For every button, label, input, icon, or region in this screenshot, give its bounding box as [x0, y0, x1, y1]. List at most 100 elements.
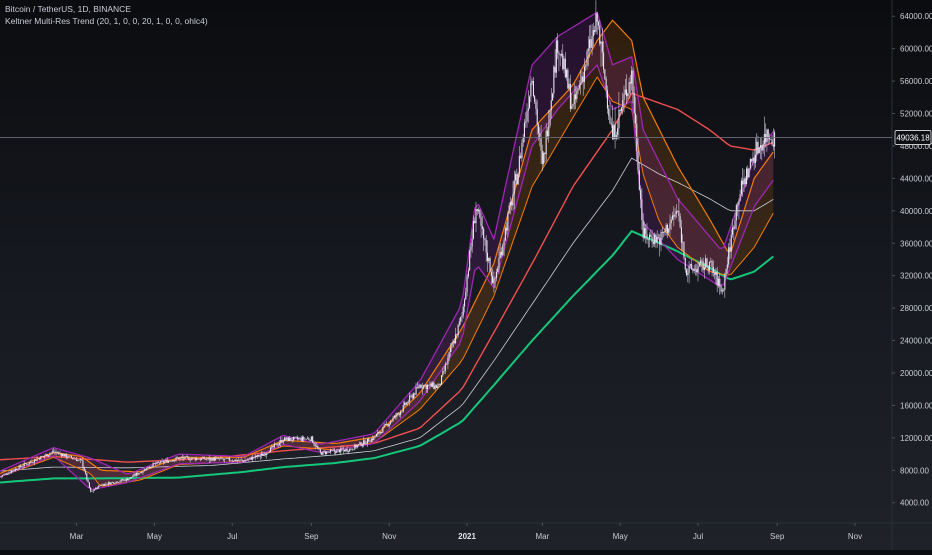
candle-body — [507, 213, 509, 231]
candle-body — [234, 459, 236, 462]
candle-body — [726, 264, 728, 269]
candle-body — [654, 234, 656, 244]
candle-body — [151, 466, 153, 468]
candle-body — [467, 270, 469, 277]
candle-body — [284, 437, 286, 442]
candle-body — [617, 128, 619, 135]
candle-body — [27, 463, 29, 465]
symbol-title[interactable]: Bitcoin / TetherUS, 1D, BINANCE — [5, 4, 131, 14]
candle-body — [342, 449, 344, 451]
candle-body — [374, 436, 376, 438]
candle-body — [17, 469, 19, 470]
candle-body — [558, 52, 560, 55]
candle-body — [432, 382, 434, 387]
candle-body — [252, 457, 254, 460]
candle-body — [751, 159, 753, 161]
candle-body — [587, 48, 589, 52]
candle-body — [123, 479, 125, 481]
candle-body — [197, 458, 199, 460]
candle-body — [18, 465, 20, 470]
candle-body — [444, 364, 446, 372]
candle-body — [595, 13, 597, 32]
candle-body — [585, 65, 587, 67]
ytick-label: 12000.00 — [900, 434, 932, 443]
candle-body — [4, 473, 6, 475]
candle-body — [730, 234, 732, 252]
candle-body — [492, 276, 494, 284]
candle-body — [134, 474, 136, 476]
candle-body — [509, 201, 511, 206]
candle-body — [591, 36, 593, 48]
candle-body — [157, 462, 159, 463]
candle-body — [378, 432, 380, 434]
xtick-label: Mar — [70, 532, 84, 541]
candle-body — [534, 95, 536, 103]
candle-body — [59, 452, 61, 454]
candle-body — [762, 143, 764, 151]
candle-body — [12, 470, 14, 472]
candle-body — [678, 210, 680, 217]
candle-body — [365, 443, 367, 445]
indicator-label[interactable]: Keltner Multi-Res Trend (20, 1, 0, 0, 20… — [5, 16, 208, 26]
candle-body — [271, 446, 273, 448]
candle-body — [264, 454, 266, 455]
candle-body — [578, 85, 580, 89]
candle-body — [469, 250, 471, 271]
candle-body — [222, 459, 224, 460]
candle-body — [372, 438, 374, 440]
candle-body — [609, 115, 611, 124]
candle-body — [716, 272, 718, 286]
candle-body — [55, 452, 57, 453]
candle-body — [114, 483, 116, 484]
candle-body — [74, 458, 76, 460]
candle-body — [377, 432, 379, 435]
candle-body — [78, 459, 80, 461]
candle-body — [84, 470, 86, 474]
ytick-label: 36000.00 — [900, 239, 932, 248]
candle-body — [96, 487, 98, 489]
candle-body — [546, 130, 548, 137]
candle-body — [568, 83, 570, 89]
candle-body — [401, 411, 403, 413]
candle-body — [299, 437, 301, 439]
candle-body — [456, 334, 458, 336]
candle-body — [175, 457, 177, 460]
candle-body — [122, 479, 124, 481]
candle-body — [461, 315, 463, 318]
candle-body — [384, 424, 386, 425]
candle-body — [512, 194, 514, 206]
candle-body — [301, 437, 303, 441]
candle-body — [515, 174, 517, 181]
candle-body — [640, 189, 642, 200]
candle-body — [589, 39, 591, 49]
candle-body — [169, 460, 171, 462]
candle-body — [554, 66, 556, 73]
ytick-label: 28000.00 — [900, 304, 932, 313]
candle-body — [261, 453, 263, 456]
candle-body — [248, 458, 250, 460]
candle-body — [460, 317, 462, 322]
candle-body — [184, 456, 186, 459]
candle-body — [173, 460, 175, 462]
candle-body — [308, 438, 310, 440]
candle-body — [516, 174, 518, 185]
candle-body — [65, 453, 67, 458]
candle-body — [37, 458, 39, 459]
candle-body — [503, 240, 505, 246]
candle-body — [183, 457, 185, 459]
candle-body — [379, 431, 381, 434]
candle-body — [39, 458, 41, 460]
xtick-label: Nov — [382, 532, 396, 541]
candle-body — [581, 76, 583, 84]
candle-body — [220, 457, 222, 459]
candle-body — [391, 421, 393, 422]
candle-body — [110, 482, 112, 485]
candle-body — [79, 459, 81, 461]
xtick-label: 2021 — [458, 532, 476, 541]
candle-body — [604, 69, 606, 79]
candle-body — [412, 393, 414, 399]
candle-body — [5, 473, 7, 475]
candle-body — [273, 444, 275, 447]
candle-body — [31, 462, 33, 463]
